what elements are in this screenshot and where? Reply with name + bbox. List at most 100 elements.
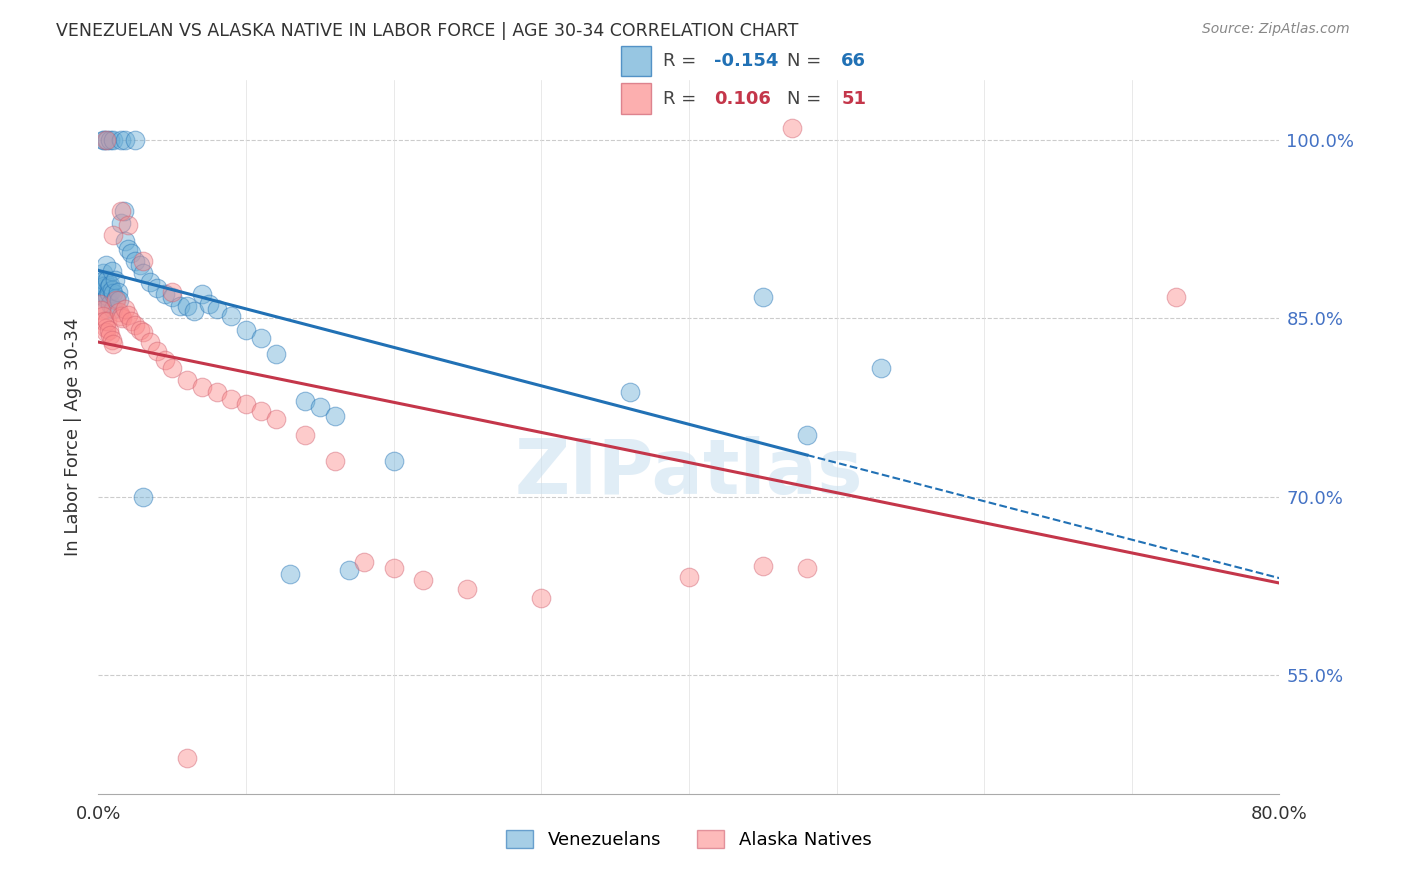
Point	[94, 301, 117, 316]
Point	[91, 309, 114, 323]
Point	[100, 283, 122, 297]
Point	[264, 347, 287, 361]
Point	[114, 301, 136, 316]
Point	[120, 313, 142, 327]
Point	[162, 361, 183, 376]
Point	[162, 290, 183, 304]
Point	[280, 566, 302, 581]
Point	[132, 490, 155, 504]
Point	[752, 290, 775, 304]
Point	[93, 279, 115, 293]
Text: R =: R =	[664, 52, 702, 70]
Text: 66: 66	[841, 52, 866, 70]
Point	[117, 219, 139, 233]
Text: 51: 51	[841, 90, 866, 108]
Point	[382, 454, 405, 468]
Point	[205, 301, 228, 316]
Point	[782, 120, 804, 135]
Point	[96, 133, 118, 147]
Point	[110, 204, 132, 219]
Point	[870, 361, 893, 376]
Point	[97, 323, 120, 337]
Point	[124, 318, 146, 333]
Point	[97, 286, 120, 301]
Point	[91, 133, 114, 147]
Point	[250, 404, 273, 418]
Point	[264, 412, 287, 426]
Point	[128, 258, 150, 272]
Point	[93, 133, 115, 147]
Point	[93, 273, 115, 287]
Text: ZIPatlas: ZIPatlas	[515, 436, 863, 509]
Text: VENEZUELAN VS ALASKA NATIVE IN LABOR FORCE | AGE 30-34 CORRELATION CHART: VENEZUELAN VS ALASKA NATIVE IN LABOR FOR…	[56, 22, 799, 40]
Point	[110, 133, 132, 147]
Point	[235, 323, 257, 337]
Point	[323, 409, 346, 423]
Point	[94, 292, 117, 306]
Point	[530, 591, 553, 605]
Y-axis label: In Labor Force | Age 30-34: In Labor Force | Age 30-34	[65, 318, 83, 557]
Point	[104, 273, 127, 287]
Point	[91, 288, 114, 302]
Point	[89, 277, 111, 292]
Point	[90, 285, 112, 299]
Point	[108, 293, 131, 308]
Point	[117, 242, 139, 256]
Point	[796, 427, 818, 442]
Point	[94, 258, 117, 272]
Point	[132, 254, 155, 268]
Point	[94, 326, 117, 340]
Point	[103, 337, 125, 351]
Point	[98, 327, 121, 342]
Point	[114, 133, 136, 147]
Point	[120, 245, 142, 260]
Point	[146, 281, 169, 295]
Point	[294, 427, 316, 442]
Text: Source: ZipAtlas.com: Source: ZipAtlas.com	[1202, 22, 1350, 37]
Point	[94, 320, 117, 334]
Point	[98, 297, 121, 311]
Point	[97, 280, 120, 294]
Point	[96, 313, 118, 327]
Point	[98, 277, 121, 292]
Point	[103, 301, 125, 316]
Text: 0.106: 0.106	[714, 90, 772, 108]
Point	[752, 558, 775, 573]
Point	[162, 285, 183, 299]
Point	[198, 297, 221, 311]
Point	[191, 287, 214, 301]
Point	[678, 570, 700, 584]
Point	[382, 561, 405, 575]
Point	[91, 266, 114, 280]
Bar	[620, 84, 651, 114]
Point	[107, 285, 129, 299]
Point	[457, 582, 479, 597]
Point	[353, 555, 375, 569]
Point	[339, 563, 361, 577]
Point	[412, 573, 434, 587]
Point	[132, 266, 155, 280]
Point	[103, 286, 125, 301]
Point	[105, 293, 128, 308]
Legend: Venezuelans, Alaska Natives: Venezuelans, Alaska Natives	[499, 822, 879, 856]
Point	[796, 561, 818, 575]
Point	[103, 133, 125, 147]
Point	[169, 299, 191, 313]
Point	[110, 216, 132, 230]
Point	[94, 133, 117, 147]
Point	[139, 276, 162, 290]
Point	[619, 384, 641, 399]
Point	[90, 302, 112, 317]
Point	[124, 133, 146, 147]
Point	[93, 281, 115, 295]
Point	[90, 276, 112, 290]
Point	[205, 384, 228, 399]
Point	[191, 380, 214, 394]
Point	[294, 394, 316, 409]
Point	[89, 297, 111, 311]
Point	[108, 305, 131, 319]
Point	[323, 454, 346, 468]
Point	[221, 392, 243, 406]
Point	[183, 304, 205, 318]
Point	[153, 352, 176, 367]
